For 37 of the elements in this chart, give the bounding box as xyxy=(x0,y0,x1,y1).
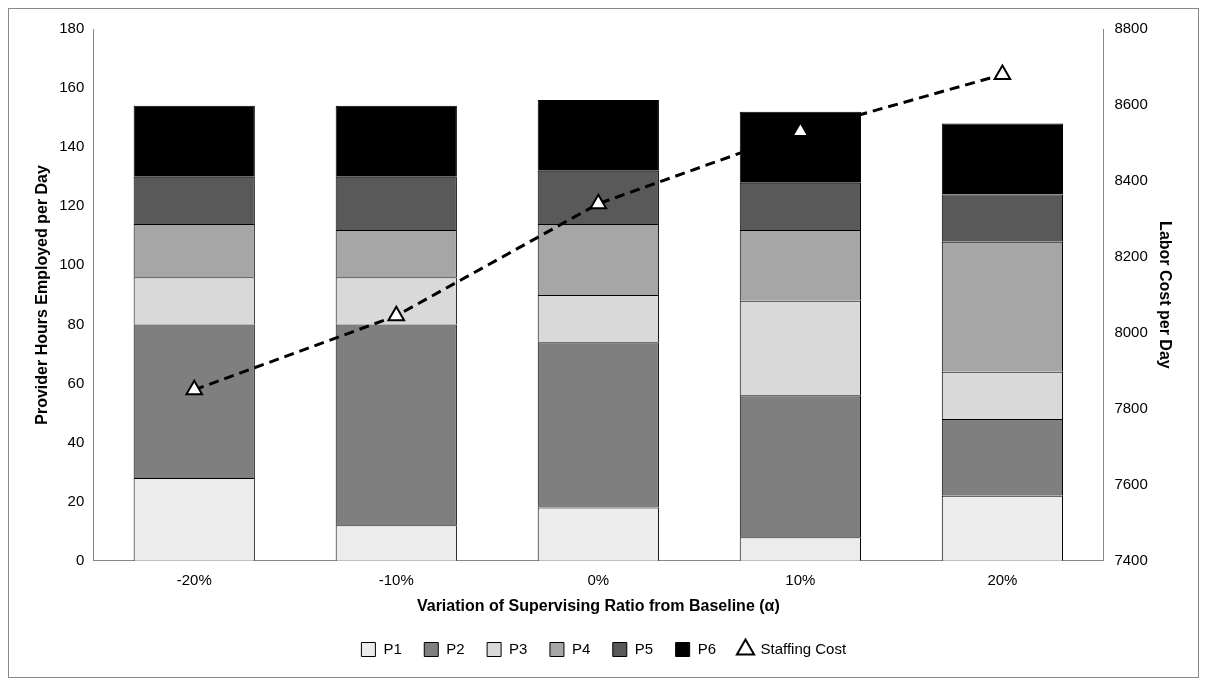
y-tick-label: 20 xyxy=(67,491,85,509)
y2-tick-label: 8800 xyxy=(1114,19,1148,37)
y2-tick-label: 7800 xyxy=(1114,399,1148,416)
y-axis-title: Provider Hours Employed per Day xyxy=(33,164,51,425)
y-tick-label: 140 xyxy=(59,137,85,155)
x-axis-title: Variation of Supervising Ratio from Baseline (α) xyxy=(416,596,780,614)
y2-tick-label: 8200 xyxy=(1114,247,1148,265)
x-tick-label: -20% xyxy=(176,570,212,588)
legend-label: P5 xyxy=(634,639,654,657)
point xyxy=(589,193,608,210)
x-tick-label: 0% xyxy=(587,570,610,588)
y2-axis-title: Labor Cost per Day xyxy=(1156,221,1174,369)
point xyxy=(993,64,1012,81)
y-tick-label: 40 xyxy=(67,432,85,450)
legend-label: P3 xyxy=(509,639,528,657)
point xyxy=(387,305,406,322)
y2-tick-label: 7400 xyxy=(1114,550,1148,568)
y-tick-label: 80 xyxy=(67,314,85,332)
y-tick-label: 100 xyxy=(59,255,85,273)
y2-tick-label: 8400 xyxy=(1114,171,1148,189)
legend-label: P1 xyxy=(383,639,402,657)
legend-label: P6 xyxy=(697,639,716,657)
legend-label: P2 xyxy=(446,639,465,657)
y2-tick-label: 8000 xyxy=(1114,323,1148,341)
x-tick-label: -10% xyxy=(378,570,414,588)
y-tick-label: 60 xyxy=(67,373,85,391)
x-tick-label: 20% xyxy=(987,570,1018,588)
legend-label: Staffing Cost xyxy=(760,639,847,657)
legend-label: P4 xyxy=(571,639,591,657)
y-tick-label: 0 xyxy=(75,550,85,568)
point xyxy=(185,379,204,396)
y-tick-label: 120 xyxy=(59,196,85,214)
x-tick-label: 10% xyxy=(785,570,816,588)
y2-tick-label: 7600 xyxy=(1114,474,1148,492)
y-tick-label: 180 xyxy=(59,19,85,37)
y-tick-label: 160 xyxy=(59,78,85,96)
y2-tick-label: 8600 xyxy=(1114,95,1148,113)
